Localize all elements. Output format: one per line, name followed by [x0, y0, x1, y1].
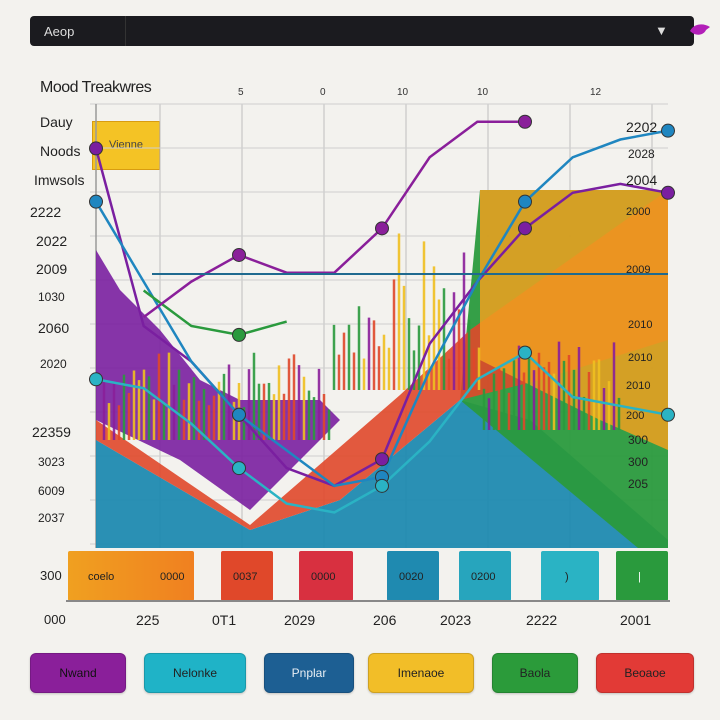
right-tick-label: 300 [628, 455, 649, 469]
top-tick-label: 12 [590, 87, 602, 98]
y-tick-label: 6009 [38, 484, 65, 498]
right-tick-label: 2010 [626, 380, 651, 392]
category-bar[interactable]: coelo 0000 [68, 551, 194, 601]
y-tick-label: 2020 [40, 357, 67, 371]
data-point [375, 221, 389, 236]
data-point [661, 185, 675, 200]
x-tick-label: 0T1 [212, 612, 237, 628]
side-label: Dauy [40, 114, 73, 130]
series-points [89, 114, 675, 493]
right-tick-label: 2000 [626, 206, 651, 218]
data-point [375, 478, 389, 493]
y-tick-label: 2022 [36, 233, 68, 249]
top-tick-label: 5 [238, 87, 244, 98]
right-tick-label: 2010 [628, 352, 653, 364]
app-header: Aeop ▼ [30, 16, 710, 46]
y-tick-label: 3023 [38, 455, 65, 469]
x-tick-label: 2029 [284, 612, 316, 628]
category-bar[interactable]: 0200 [459, 551, 511, 601]
x-axis-line [66, 600, 670, 602]
data-point [232, 247, 246, 262]
right-tick-label: 2010 [628, 319, 653, 331]
x-tick-label: 206 [373, 612, 397, 628]
data-point [89, 372, 103, 387]
volatility-spikes [102, 233, 621, 440]
x-tick-label: 2222 [526, 612, 558, 628]
legend-button-beoaoe[interactable]: Beoaoe [596, 653, 694, 693]
chart-title: Mood Treakwres [40, 79, 152, 96]
bottom-left-label: 000 [44, 612, 66, 627]
right-tick-label: 205 [628, 477, 649, 491]
series-line-4 [142, 120, 525, 319]
right-tick-label: 2004 [626, 172, 658, 188]
y-tick-label: 22359 [32, 424, 71, 440]
bird-logo-icon[interactable] [688, 21, 712, 39]
legend-button-nwand[interactable]: Nwand [30, 653, 126, 693]
data-point [232, 327, 246, 342]
y-tick-label: 2222 [30, 204, 62, 220]
data-point [89, 194, 103, 209]
x-tick-label: 2023 [440, 612, 472, 628]
legend-button-pnplar[interactable]: Pnplar [264, 653, 354, 693]
data-point [518, 114, 532, 129]
data-point [232, 407, 246, 422]
bottom-left-label: 300 [40, 568, 62, 583]
legend-button-nelonke[interactable]: Nelonke [144, 653, 246, 693]
right-tick-label: 2202 [626, 119, 658, 135]
data-point [661, 407, 675, 422]
side-label: Imwsols [34, 172, 85, 188]
y-tick-label: 2009 [36, 261, 68, 277]
category-bar[interactable]: ) [541, 551, 599, 601]
data-point [518, 345, 532, 360]
data-point [89, 141, 103, 156]
data-point [232, 461, 246, 476]
x-tick-label: 2001 [620, 612, 652, 628]
category-bar[interactable]: | [616, 551, 668, 601]
series-line-2 [142, 289, 288, 337]
header-divider [125, 16, 126, 46]
top-tick-label: 0 [320, 87, 326, 98]
chevron-icon[interactable]: ▼ [655, 23, 668, 38]
side-label: Noods [40, 143, 81, 159]
y-tick-label: 2060 [38, 320, 70, 336]
data-point [375, 452, 389, 467]
y-tick-label: 1030 [38, 290, 65, 304]
app-title: Aeop [44, 24, 75, 39]
top-tick-label: 10 [397, 87, 409, 98]
legend-button-imenaoe[interactable]: Imenaoe [368, 653, 474, 693]
y-tick-label: 2037 [38, 511, 65, 525]
right-tick-label: 200 [626, 410, 645, 422]
x-tick-label: 225 [136, 612, 160, 628]
data-point [661, 123, 675, 138]
data-point [518, 221, 532, 236]
right-tick-label: 300 [628, 433, 649, 447]
right-tick-label: 2009 [626, 264, 651, 276]
category-bar[interactable]: 0037 [221, 551, 273, 601]
legend-button-baola[interactable]: Baola [492, 653, 578, 693]
area-layers [96, 190, 668, 548]
category-bar[interactable]: 0020 [387, 551, 439, 601]
right-tick-label: 2028 [628, 147, 655, 161]
data-point [518, 194, 532, 209]
top-tick-label: 10 [477, 87, 489, 98]
category-bar[interactable]: 0000 [299, 551, 353, 601]
area-layer [480, 190, 668, 450]
